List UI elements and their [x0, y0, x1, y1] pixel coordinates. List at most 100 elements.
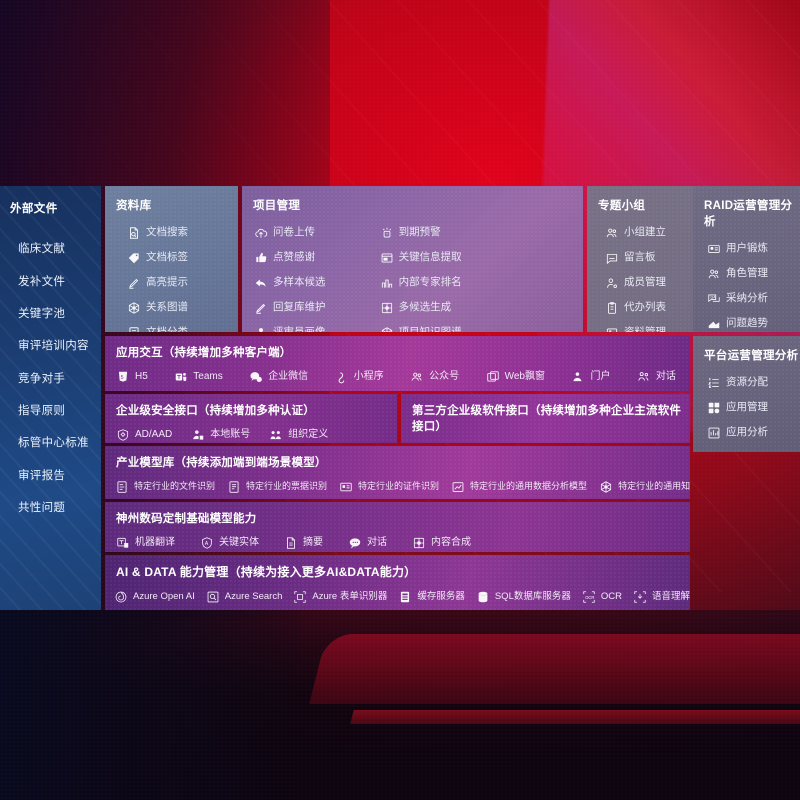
- item-todo-list[interactable]: 代办列表: [587, 295, 707, 320]
- item-dialog[interactable]: 对话: [626, 364, 678, 389]
- thumbs-up-icon: [254, 251, 268, 265]
- panel-platform-title: 平台运营管理分析: [704, 350, 799, 362]
- item-key-entity[interactable]: A 关键实体: [189, 530, 273, 552]
- item-speech-understanding[interactable]: 语音理解: [624, 584, 690, 609]
- item-label: 关键信息提取: [398, 251, 462, 264]
- item-ad-aad[interactable]: AD/AAD: [105, 422, 180, 443]
- item-member-management[interactable]: 成员管理: [587, 270, 707, 295]
- back-arrow-icon: [254, 276, 268, 290]
- item-h5[interactable]: 5 H5: [105, 364, 150, 389]
- item-material-management[interactable]: 资料管理: [587, 320, 707, 332]
- item-miniprogram[interactable]: 小程序: [324, 364, 386, 389]
- item-role-management[interactable]: 角色管理: [693, 261, 800, 286]
- sidebar-item-guidelines[interactable]: 指导原则: [18, 405, 66, 418]
- item-label: 评审员画像: [273, 327, 326, 332]
- item-sql-database-server[interactable]: SQL数据库服务器: [467, 584, 573, 609]
- item-internal-expert-rank[interactable]: 内部专家排名: [368, 270, 494, 295]
- item-wecom[interactable]: 企业微信: [238, 364, 310, 389]
- item-label: 多候选生成: [398, 301, 452, 314]
- item-user-training[interactable]: 用户锻炼: [693, 236, 800, 261]
- sidebar-title: 外部文件: [10, 203, 58, 215]
- shield-diamond-icon: [116, 428, 130, 442]
- image-box-icon: [605, 326, 619, 332]
- item-expiry-alert[interactable]: 到期预警: [368, 220, 494, 245]
- item-document-classify[interactable]: 文档分类: [105, 320, 238, 332]
- form-recognizer-icon: [293, 590, 307, 604]
- item-questionnaire-upload[interactable]: 问卷上传: [242, 220, 368, 245]
- sidebar-list: 临床文献 发补文件 关键字池 审评培训内容 竞争对手 指导原则 标管中心标准 审…: [0, 232, 101, 523]
- item-app-management[interactable]: 应用管理: [693, 395, 800, 420]
- web-window-icon: [486, 370, 500, 384]
- item-label: 留言板: [624, 251, 656, 264]
- item-portal[interactable]: 门户: [560, 364, 612, 389]
- item-label: 摘要: [303, 536, 323, 548]
- item-thanks-like[interactable]: 点赞感谢: [242, 245, 368, 270]
- group-add-icon: [605, 226, 619, 240]
- sidebar-item-clinical-literature[interactable]: 临床文献: [18, 243, 66, 256]
- compose-grid-icon: [412, 536, 426, 550]
- item-local-account[interactable]: 本地账号: [180, 422, 258, 443]
- html5-icon: 5: [116, 370, 130, 384]
- person-portrait-icon: [254, 326, 268, 333]
- item-data-analysis-model[interactable]: 特定行业的通用数据分析模型: [441, 474, 589, 499]
- item-resource-allocation[interactable]: 资源分配: [693, 370, 800, 395]
- item-knowledge-graph-model[interactable]: 特定行业的通用知识图谱模型: [589, 474, 690, 499]
- sidebar-item-common-issues[interactable]: 共性问题: [18, 502, 66, 515]
- qa-chat-icon: QA: [707, 292, 721, 306]
- item-azure-form-recognizer[interactable]: Azure 表单识别器: [284, 584, 389, 609]
- item-org-definition[interactable]: 组织定义: [258, 422, 336, 443]
- item-adoption-analysis[interactable]: QA 采纳分析: [693, 286, 800, 311]
- item-key-info-extract[interactable]: 关键信息提取: [368, 245, 494, 270]
- item-document-tag[interactable]: 文档标签: [105, 245, 238, 270]
- item-label: 公众号: [429, 370, 460, 382]
- band-aidata-title: AI & DATA 能力管理（持续为接入更多AI&DATA能力）: [116, 565, 417, 579]
- item-label: 内容合成: [431, 536, 471, 548]
- item-message-board[interactable]: 留言板: [587, 245, 707, 270]
- item-label: 代办列表: [624, 301, 666, 314]
- item-label: H5: [135, 370, 148, 382]
- item-highlight-hint[interactable]: 高亮提示: [105, 270, 238, 295]
- panel-library-title: 资料库: [116, 200, 152, 212]
- sidebar-item-training-content[interactable]: 审评培训内容: [18, 340, 89, 353]
- item-receipt-recognition[interactable]: 特定行业的票据识别: [217, 474, 329, 499]
- item-issue-trend[interactable]: 问题趋势: [693, 311, 800, 332]
- item-summary[interactable]: 摘要: [273, 530, 337, 552]
- item-ocr[interactable]: OCR OCR: [573, 584, 624, 609]
- panel-platform-items: 资源分配 应用管理 应用分析: [693, 363, 800, 445]
- item-multi-candidate-generate[interactable]: 多候选生成: [368, 295, 494, 320]
- sidebar-item-keyword-pool[interactable]: 关键字池: [18, 307, 66, 320]
- item-relation-graph[interactable]: 关系图谱: [105, 295, 238, 320]
- item-machine-translation[interactable]: 机器翻译: [105, 530, 189, 552]
- sidebar-item-review-report[interactable]: 审评报告: [18, 469, 66, 482]
- item-teams[interactable]: Teams: [163, 364, 224, 389]
- item-web-floating-window[interactable]: Web飘窗: [475, 364, 547, 389]
- item-content-synthesis[interactable]: 内容合成: [401, 530, 485, 552]
- sidebar-item-competitors[interactable]: 竞争对手: [18, 372, 66, 385]
- item-file-recognition[interactable]: 特定行业的文件识别: [105, 474, 217, 499]
- item-multi-sample-candidate[interactable]: 多样本候选: [242, 270, 368, 295]
- item-project-knowledge-graph[interactable]: 项目知识图谱: [368, 320, 494, 332]
- item-document-search[interactable]: 文档搜索: [105, 220, 238, 245]
- sidebar-item-standards[interactable]: 标管中心标准: [18, 437, 89, 450]
- item-reply-library-maintain[interactable]: 回复库维护: [242, 295, 368, 320]
- sidebar-item-supplement-files[interactable]: 发补文件: [18, 275, 66, 288]
- capability-board: 外部文件 临床文献 发补文件 关键字池 审评培训内容 竞争对手 指导原则 标管中…: [0, 186, 800, 610]
- panel-group-items: 小组建立 留言板 成员管理 代办列表: [587, 213, 790, 332]
- item-api-designer[interactable]: API自动化设计器: [401, 438, 509, 443]
- group-icon: [707, 267, 721, 281]
- item-reviewer-profile[interactable]: 评审员画像: [242, 320, 368, 332]
- item-id-card-recognition[interactable]: 特定行业的证件识别: [329, 474, 441, 499]
- app-grid-icon: [707, 401, 721, 415]
- ordered-list-icon: [707, 376, 721, 390]
- item-cache-server[interactable]: 缓存服务器: [389, 584, 467, 609]
- item-azure-open-ai[interactable]: Azure Open AI: [105, 584, 197, 609]
- teams-icon: [174, 370, 188, 384]
- miniprogram-icon: [335, 370, 349, 384]
- item-label: 机器翻译: [135, 536, 175, 548]
- item-label: 组织定义: [288, 428, 329, 440]
- item-app-analysis[interactable]: 应用分析: [693, 420, 800, 445]
- item-dialog-base[interactable]: 对话: [337, 530, 401, 552]
- item-official-account[interactable]: 公众号: [399, 364, 461, 389]
- item-group-create[interactable]: 小组建立: [587, 220, 707, 245]
- item-azure-search[interactable]: Azure Search: [197, 584, 285, 609]
